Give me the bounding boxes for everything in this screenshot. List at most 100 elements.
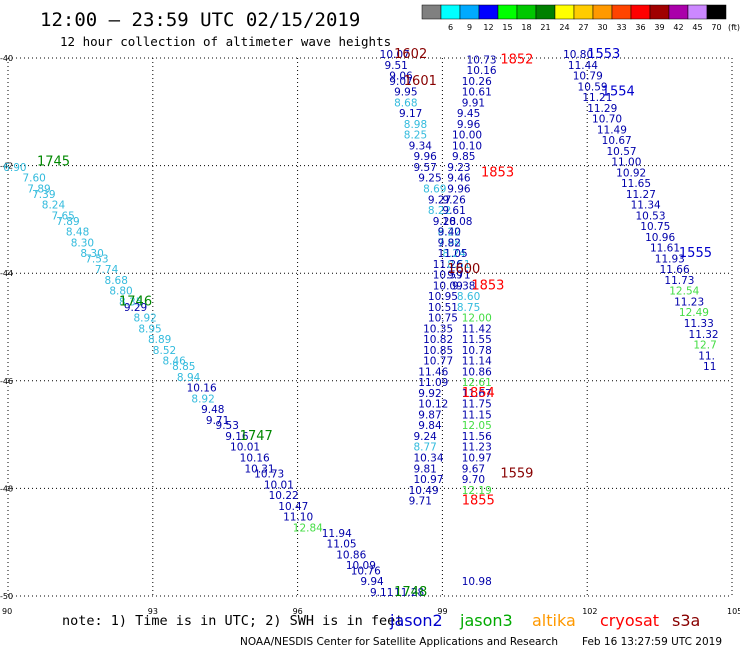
wave-height-value: 10.70 [592, 114, 622, 126]
legend-label: 15 [502, 23, 512, 32]
wave-height-value: 8.75 [457, 302, 480, 314]
legend-swatch [554, 4, 575, 20]
wave-height-value: 11.34 [631, 200, 661, 212]
wave-height-value: 9.45 [457, 108, 480, 120]
wave-height-value: 10.61 [462, 87, 492, 99]
wave-height-value: 11.28 [394, 587, 424, 599]
lat-tick-label: -46 [0, 377, 13, 386]
lon-tick-label: 105 [727, 607, 740, 616]
wave-height-value: 8.48 [66, 227, 89, 239]
pass-time-label: 1601 [404, 74, 437, 89]
pass-time-label: 1853 [471, 278, 504, 293]
pass-time-label: 1748 [394, 585, 427, 600]
mission-legend: jason2 jason3 altika cryosat s3a [389, 611, 700, 630]
mission-name-altika: altika [532, 611, 576, 630]
wave-height-value: 8.68 [394, 97, 417, 109]
legend-swatch [592, 4, 613, 20]
wave-height-value: 11.73 [664, 275, 694, 287]
wave-height-value: 6.90 [3, 162, 26, 174]
wave-height-value: 9.06 [389, 71, 413, 83]
wave-height-value: 9.71 [409, 496, 432, 508]
mission-name-jason3: jason3 [459, 611, 513, 630]
legend-swatch [497, 4, 518, 20]
legend-unit: (ft) [728, 23, 740, 32]
wave-height-value: 10.49 [409, 485, 439, 497]
wave-height-value: 8.85 [172, 361, 195, 373]
wave-height-value: 11. [698, 350, 715, 362]
pass-time-label: 1600 [447, 262, 480, 277]
wave-height-value: 10.22 [269, 490, 299, 502]
legend-label: 30 [597, 23, 607, 32]
legend-swatch [516, 4, 537, 20]
wave-height-value: 10.79 [573, 71, 603, 83]
mission-name-cryosat: cryosat [600, 611, 659, 630]
legend-label: 21 [540, 23, 550, 32]
pass-time-label: 1747 [240, 429, 273, 444]
legend-label: 24 [559, 23, 569, 32]
wave-height-value: 9.84 [418, 420, 442, 432]
wave-height-value: 10.95 [428, 291, 458, 303]
wave-height-value: 9.53 [216, 420, 239, 432]
wave-height-value: 10.73 [467, 54, 497, 66]
wave-height-value: 9.96 [457, 119, 481, 131]
wave-height-value: 9.17 [399, 108, 422, 120]
wave-height-value: 7.74 [95, 264, 119, 276]
wave-height-value: 10.96 [645, 232, 675, 244]
wave-height-value: 9.71 [447, 270, 470, 282]
wave-height-value: 9.38 [452, 280, 475, 292]
wave-height-value: 12.00 [462, 313, 492, 325]
pass-time-label: 1602 [394, 47, 427, 62]
legend-label: 9 [467, 23, 472, 32]
wave-height-value: 11.67 [462, 388, 492, 400]
wave-height-value: 10.01 [264, 479, 294, 491]
wave-height-value: 10.80 [563, 49, 593, 61]
wave-height-value: 10.75 [428, 313, 458, 325]
wave-height-value: 10.26 [462, 76, 492, 88]
mission-name-s3a: s3a [672, 611, 700, 630]
wave-height-value: 10.85 [423, 345, 453, 357]
wave-height-value: 9.34 [409, 140, 433, 152]
wave-height-value: 8.24 [42, 200, 66, 212]
map-grid [7, 57, 733, 597]
wave-height-value: 8.52 [153, 345, 176, 357]
wave-height-value: 8.68 [105, 275, 128, 287]
wave-height-value: 10.77 [423, 356, 453, 368]
wave-height-value: 10.09 [433, 280, 463, 292]
wave-height-value: 9.26 [442, 194, 466, 206]
wave-height-value: 11.94 [322, 528, 352, 540]
wave-height-value: 9.94 [360, 576, 384, 588]
wave-height-value: 7.53 [85, 253, 108, 265]
lat-tick-label: -50 [0, 592, 13, 601]
wave-height-value: 11.93 [655, 253, 685, 265]
footer-note: note: 1) Time is in UTC; 2) SWH is in fe… [62, 613, 403, 629]
pass-time-label: 1853 [481, 165, 514, 180]
wave-height-value: 11.75 [462, 399, 492, 411]
wave-height-value: 11.32 [689, 329, 719, 341]
wave-height-value: 7.39 [32, 189, 55, 201]
wave-height-value: 12.05 [462, 420, 492, 432]
wave-height-value: 8.35 [119, 296, 142, 308]
pass-time-label: 1559 [500, 467, 533, 482]
wave-height-value: 8.92 [133, 313, 156, 325]
wave-height-value: 8.94 [177, 372, 201, 384]
lon-tick-label: 93 [148, 607, 158, 616]
legend-swatch [668, 4, 689, 20]
map-subtitle: 12 hour collection of altimeter wave hei… [60, 34, 391, 49]
footer-credit: NOAA/NESDIS Center for Satellite Applica… [240, 636, 558, 648]
wave-height-value: 9.61 [442, 205, 465, 217]
pass-time-label: 1555 [679, 246, 712, 261]
mission-name-jason2: jason2 [389, 611, 443, 630]
wave-height-value: 11.29 [587, 103, 617, 115]
lon-tick-label: 96 [293, 607, 303, 616]
lat-tick-label: -40 [0, 54, 13, 63]
wave-height-value: 12.7 [693, 340, 716, 352]
wave-height-value: 10.16 [467, 65, 497, 77]
wave-height-value: 9.23 [447, 162, 470, 174]
legend-label: 42 [673, 23, 683, 32]
legend-swatch [440, 4, 461, 20]
wave-height-value: 10.08 [442, 216, 472, 228]
footer-timestamp: Feb 16 13:27:59 UTC 2019 [582, 636, 722, 648]
wave-height-value: 10.53 [635, 210, 665, 222]
wave-height-value: 9.87 [418, 409, 441, 421]
wave-height-value: 8.25 [404, 130, 427, 142]
